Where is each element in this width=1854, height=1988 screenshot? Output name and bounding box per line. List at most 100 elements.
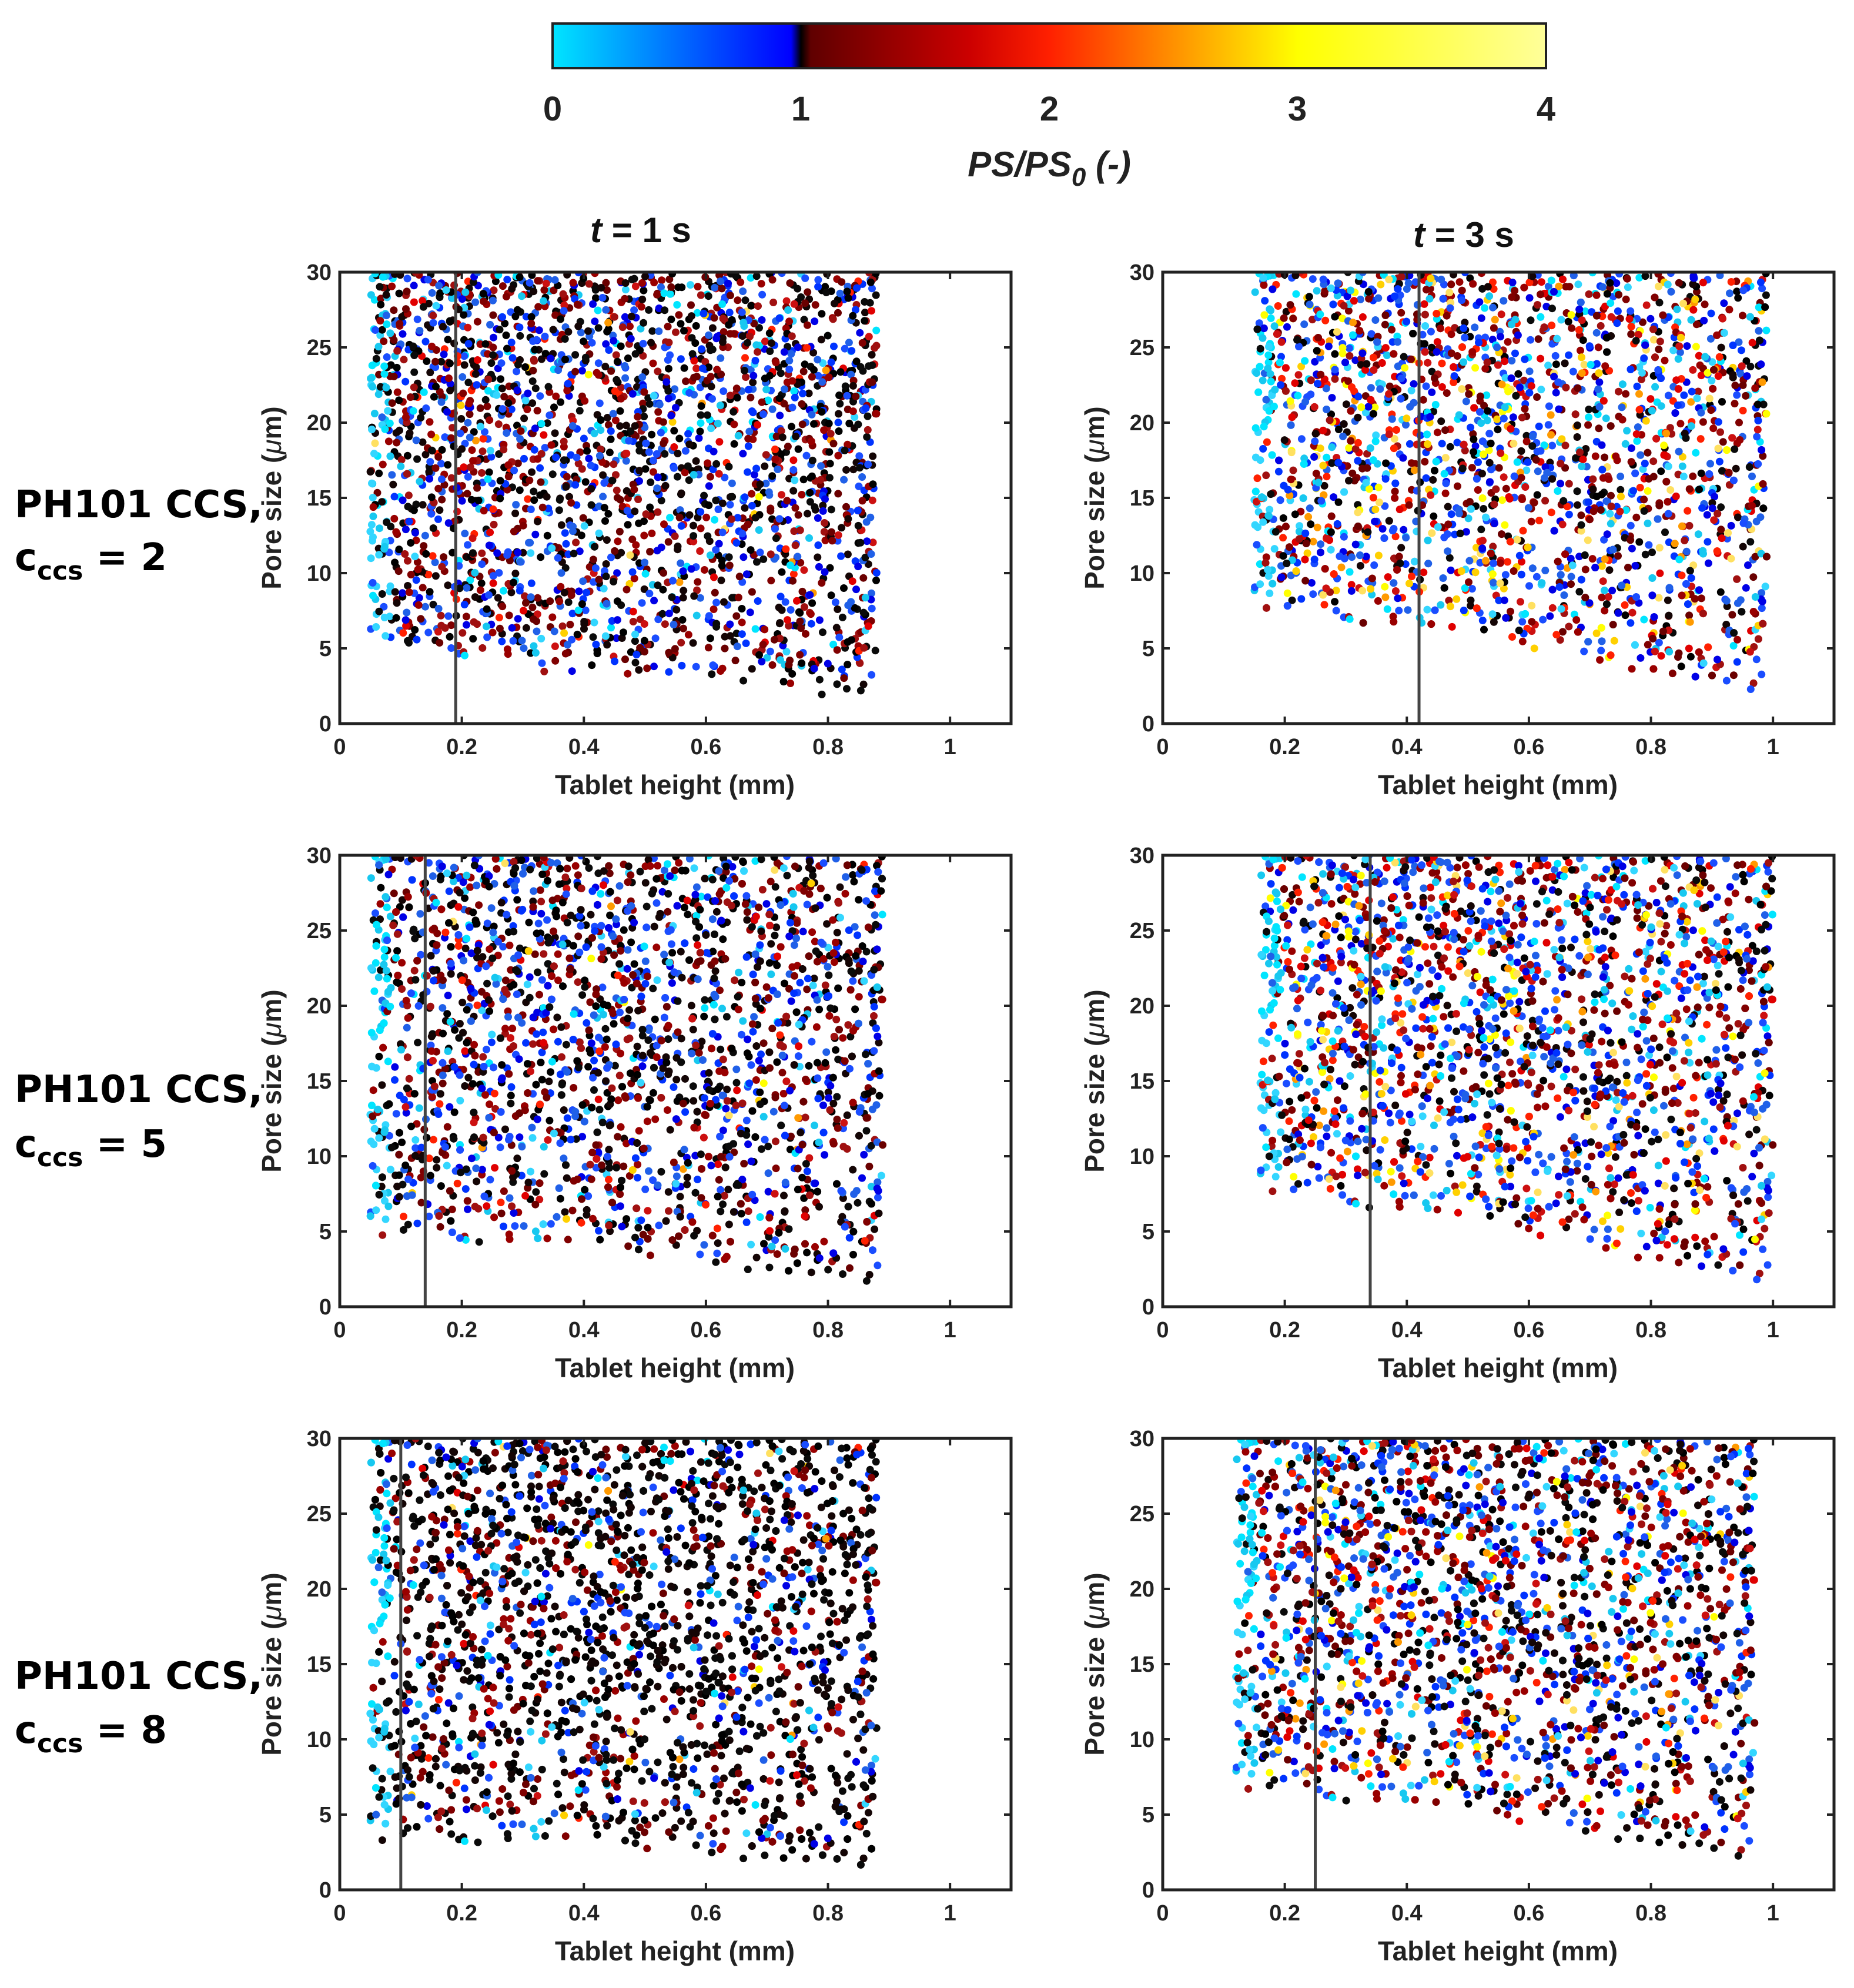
scatter-point — [712, 545, 720, 554]
scatter-point — [1251, 453, 1260, 461]
scatter-point — [541, 332, 549, 340]
scatter-point — [1687, 574, 1695, 582]
scatter-point — [502, 331, 510, 339]
scatter-point — [1672, 492, 1680, 500]
column-title-3s-var: t — [1413, 215, 1427, 255]
scatter-point — [1724, 529, 1732, 537]
scatter-point — [770, 635, 778, 644]
scatter-point — [1331, 598, 1339, 606]
scatter-point — [1497, 310, 1505, 319]
scatter-point — [443, 408, 451, 416]
scatter-point — [494, 272, 503, 279]
scatter-point — [865, 362, 873, 370]
scatter-point — [647, 339, 655, 347]
scatter-point — [681, 468, 689, 477]
scatter-point — [431, 464, 440, 472]
scatter-point — [1707, 406, 1715, 414]
scatter-point — [1431, 374, 1438, 382]
scatter-point — [660, 520, 668, 528]
scatter-point — [1573, 433, 1581, 441]
scatter-point — [378, 413, 386, 421]
scatter-point — [1279, 534, 1287, 542]
scatter-point — [801, 360, 809, 369]
scatter-point — [726, 292, 734, 300]
scatter-point — [462, 613, 470, 621]
row-label-ccs-2-sub: ccs — [37, 556, 83, 586]
scatter-point — [659, 418, 667, 426]
scatter-point — [1707, 309, 1715, 317]
scatter-point — [1482, 391, 1491, 399]
scatter-point — [1333, 520, 1341, 528]
scatter-point — [621, 294, 629, 303]
scatter-point — [648, 327, 657, 335]
scatter-point — [718, 561, 726, 570]
scatter-point — [650, 279, 658, 287]
scatter-point — [1344, 377, 1353, 385]
scatter-point — [522, 624, 530, 632]
scatter-point — [427, 493, 436, 501]
scatter-point — [1555, 282, 1563, 290]
scatter-point — [843, 287, 851, 296]
scatter-point — [529, 366, 537, 374]
scatter-point — [645, 400, 654, 408]
scatter-point — [381, 425, 389, 433]
scatter-point — [775, 603, 783, 611]
scatter-point — [696, 427, 704, 436]
scatter-point — [800, 316, 808, 324]
scatter-point — [835, 391, 844, 399]
scatter-point — [811, 503, 819, 511]
scatter-point — [444, 581, 452, 590]
scatter-point — [622, 457, 630, 465]
scatter-point — [1282, 307, 1290, 316]
scatter-point — [444, 519, 453, 527]
scatter-point — [654, 473, 662, 481]
scatter-point — [1346, 568, 1354, 576]
scatter-point — [514, 548, 522, 557]
scatter-point — [434, 628, 442, 636]
scatter-point — [395, 289, 403, 297]
scatter-point — [738, 530, 747, 538]
scatter-point — [1319, 461, 1327, 470]
scatter-point — [741, 296, 749, 304]
scatter-point — [784, 616, 791, 624]
scatter-point — [577, 329, 585, 337]
scatter-point — [1354, 393, 1363, 401]
scatter-point — [1582, 445, 1590, 453]
scatter-point — [1520, 376, 1528, 384]
scatter-point — [1718, 534, 1726, 543]
scatter-point — [1575, 326, 1583, 334]
scatter-point — [1573, 487, 1581, 496]
scatter-point — [1567, 554, 1575, 563]
scatter-point — [713, 366, 721, 374]
scatter-point — [640, 319, 648, 327]
scatter-point — [1544, 362, 1552, 370]
scatter-point — [528, 272, 536, 279]
scatter-point — [779, 678, 788, 686]
scatter-point — [1392, 426, 1400, 434]
scatter-point — [726, 391, 734, 400]
scatter-point — [872, 576, 880, 584]
scatter-point — [468, 534, 477, 543]
scatter-point — [437, 475, 446, 483]
scatter-point — [759, 555, 768, 563]
scatter-point — [1483, 359, 1491, 366]
scatter-point — [551, 276, 559, 284]
scatter-point — [640, 637, 648, 645]
scatter-point — [685, 440, 694, 449]
scatter-point — [726, 501, 734, 508]
scatter-point — [542, 279, 550, 287]
scatter-point — [1317, 540, 1325, 548]
scatter-point — [1517, 474, 1525, 482]
scatter-point — [1292, 290, 1300, 298]
scatter-point — [1739, 543, 1747, 551]
scatter-point — [664, 323, 672, 330]
scatter-point — [386, 452, 394, 460]
scatter-point — [856, 659, 864, 667]
scatter-point — [639, 340, 647, 348]
scatter-point — [429, 312, 437, 320]
scatter-point — [504, 461, 513, 469]
scatter-point — [563, 272, 571, 279]
scatter-point — [1391, 533, 1400, 541]
scatter-point — [814, 276, 822, 284]
scatter-point — [739, 319, 748, 327]
